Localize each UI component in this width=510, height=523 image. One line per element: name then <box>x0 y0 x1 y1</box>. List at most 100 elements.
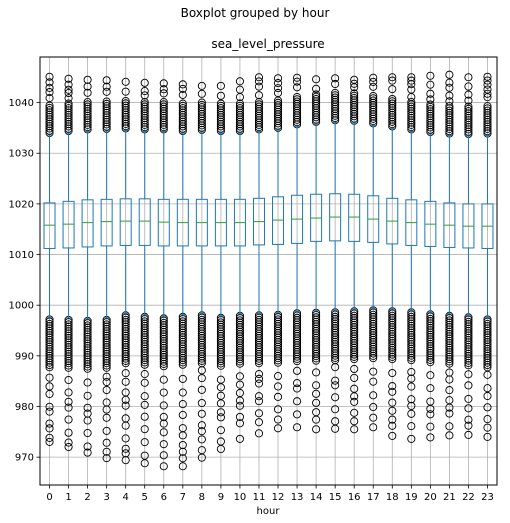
outlier-marker <box>312 94 321 104</box>
outlier-marker <box>102 426 111 435</box>
outlier-marker <box>64 375 73 385</box>
outlier-marker <box>388 352 397 361</box>
outlier-marker <box>197 98 206 107</box>
outlier-marker <box>216 359 225 368</box>
outlier-marker <box>197 100 206 109</box>
y-tick-label: 980 <box>15 402 34 413</box>
outlier-marker <box>369 73 378 82</box>
outlier-marker <box>45 78 54 87</box>
outlier-marker <box>178 104 187 113</box>
outlier-marker <box>273 405 283 414</box>
x-tick-label: 21 <box>443 492 456 503</box>
outlier-marker <box>121 99 130 108</box>
outlier-marker <box>273 358 283 367</box>
outlier-marker <box>102 405 111 414</box>
outlier-marker <box>331 88 340 98</box>
outlier-marker <box>102 87 111 96</box>
outlier-marker <box>83 391 92 400</box>
outlier-marker <box>140 356 149 365</box>
outlier-marker <box>369 367 378 376</box>
outlier-marker <box>197 385 206 394</box>
x-tick-label: 6 <box>161 492 167 503</box>
outlier-marker <box>483 85 492 94</box>
outlier-marker <box>140 438 149 447</box>
outlier-marker <box>350 352 359 361</box>
outlier-marker <box>216 413 225 422</box>
outlier-marker <box>483 76 492 85</box>
outlier-marker <box>64 438 73 447</box>
outlier-marker <box>121 101 130 110</box>
outlier-marker <box>235 99 244 108</box>
outlier-marker <box>178 374 187 383</box>
outlier-marker <box>407 351 416 360</box>
x-tick-label: 14 <box>310 492 323 503</box>
outlier-marker <box>140 87 149 96</box>
x-tick-label: 8 <box>199 492 205 503</box>
outlier-marker <box>102 363 111 372</box>
outlier-marker <box>388 85 397 94</box>
outlier-marker <box>64 99 73 108</box>
outlier-marker <box>483 106 492 115</box>
outlier-marker <box>273 356 283 365</box>
y-tick-label: 990 <box>15 351 34 362</box>
outlier-marker <box>121 421 130 430</box>
outlier-marker <box>216 101 225 110</box>
outlier-marker <box>216 361 225 370</box>
outlier-marker <box>83 88 92 97</box>
outlier-marker <box>45 402 54 411</box>
outlier-marker <box>235 104 244 113</box>
outlier-marker <box>273 354 283 363</box>
outlier-marker <box>45 106 54 115</box>
x-tick-label: 5 <box>142 492 148 503</box>
outlier-marker <box>216 99 225 108</box>
outlier-marker <box>178 462 187 471</box>
outlier-marker <box>159 401 168 410</box>
outlier-marker <box>331 91 340 100</box>
outlier-marker <box>64 361 73 370</box>
outlier-marker <box>197 81 206 90</box>
outlier-marker <box>83 403 92 412</box>
outlier-marker <box>464 430 473 439</box>
x-tick-label: 15 <box>329 492 342 503</box>
outlier-marker <box>45 389 54 399</box>
outlier-marker <box>293 366 302 375</box>
outlier-marker <box>464 82 473 91</box>
outlier-marker <box>83 364 92 373</box>
outlier-marker <box>331 93 340 102</box>
outlier-marker <box>64 359 73 368</box>
outlier-marker <box>407 76 416 85</box>
outlier-marker <box>254 356 264 365</box>
outlier-marker <box>83 442 92 451</box>
outlier-marker <box>369 413 378 422</box>
outlier-marker <box>464 96 473 105</box>
outlier-marker <box>83 448 92 457</box>
outlier-marker <box>121 356 130 365</box>
outlier-marker <box>445 355 454 364</box>
outlier-marker <box>235 372 244 381</box>
box-iqr <box>81 199 94 248</box>
outlier-marker <box>312 368 321 377</box>
outlier-marker <box>178 400 187 409</box>
outlier-marker <box>312 84 321 93</box>
outlier-marker <box>235 380 244 389</box>
outlier-marker <box>216 444 225 454</box>
outlier-marker <box>293 410 302 419</box>
outlier-marker <box>121 97 130 106</box>
outlier-marker <box>483 93 492 102</box>
x-tick-label: 18 <box>386 492 399 503</box>
outlier-marker <box>464 415 473 424</box>
outlier-marker <box>273 392 283 401</box>
outlier-marker <box>273 88 283 98</box>
outlier-marker <box>235 77 244 86</box>
outlier-marker <box>64 415 73 424</box>
outlier-marker <box>369 94 378 103</box>
outlier-marker <box>64 104 73 113</box>
outlier-marker <box>293 83 302 92</box>
outlier-marker <box>369 349 378 358</box>
outlier-marker <box>121 377 130 386</box>
outlier-marker <box>159 451 168 460</box>
outlier-marker <box>464 381 473 390</box>
outlier-marker <box>159 89 168 98</box>
outlier-marker <box>45 94 54 103</box>
